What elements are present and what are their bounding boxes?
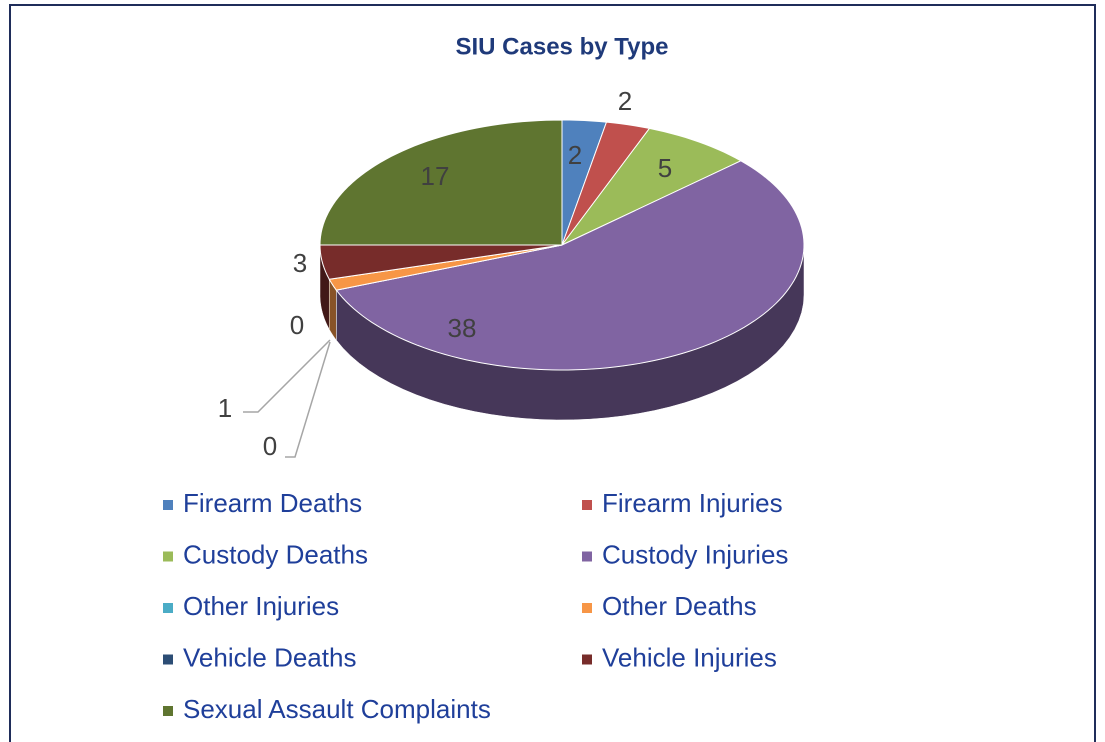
legend-marker — [163, 500, 173, 510]
data-label: 3 — [293, 248, 307, 278]
data-label: 2 — [568, 140, 582, 170]
legend-label: Custody Injuries — [602, 539, 788, 569]
slice — [319, 244, 563, 280]
slice — [335, 160, 805, 371]
data-label: 1 — [218, 393, 232, 423]
legend-marker — [163, 654, 173, 665]
legend-label: Sexual Assault Complaints — [183, 694, 491, 724]
legend-marker — [163, 551, 173, 562]
legend-label: Custody Deaths — [183, 539, 368, 569]
data-label: 0 — [263, 431, 277, 461]
data-label: 38 — [448, 313, 477, 343]
leader-line — [243, 339, 331, 413]
legend-label: Vehicle Injuries — [602, 642, 777, 672]
legend-label: Vehicle Deaths — [183, 642, 356, 672]
legend-marker — [582, 603, 592, 613]
legend-marker — [582, 500, 592, 510]
legend-marker — [163, 603, 173, 613]
legend-label: Firearm Injuries — [602, 488, 783, 518]
legend-marker — [582, 654, 592, 665]
legend-label: Other Deaths — [602, 591, 757, 621]
data-label: 0 — [290, 310, 304, 340]
data-label: 17 — [421, 161, 450, 191]
legend-label: Firearm Deaths — [183, 488, 362, 518]
data-label: 2 — [618, 86, 632, 116]
legend-label: Other Injuries — [183, 591, 339, 621]
data-label: 5 — [658, 153, 672, 183]
legend-marker — [163, 706, 173, 716]
slice — [561, 121, 651, 246]
slice — [319, 119, 563, 246]
leader-line — [285, 341, 331, 458]
chart-title: SIU Cases by Type — [456, 33, 669, 60]
slice — [561, 127, 742, 246]
legend-marker — [582, 551, 592, 562]
